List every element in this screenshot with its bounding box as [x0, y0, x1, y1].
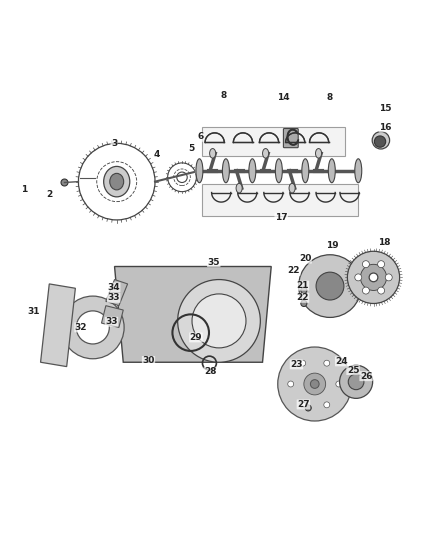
Circle shape	[378, 287, 385, 294]
Text: 7: 7	[195, 164, 202, 173]
Text: 21: 21	[297, 281, 309, 290]
Ellipse shape	[289, 183, 295, 193]
Text: 19: 19	[326, 241, 339, 250]
Circle shape	[336, 381, 342, 387]
Polygon shape	[106, 279, 127, 305]
Text: 3: 3	[111, 139, 117, 148]
Text: 8: 8	[220, 91, 226, 100]
Ellipse shape	[236, 183, 242, 193]
Text: 24: 24	[336, 357, 348, 366]
Ellipse shape	[262, 149, 268, 158]
Circle shape	[288, 381, 293, 387]
Polygon shape	[115, 266, 271, 362]
Circle shape	[301, 301, 307, 306]
Circle shape	[385, 274, 392, 281]
Ellipse shape	[328, 159, 335, 183]
Circle shape	[378, 261, 385, 268]
Circle shape	[300, 360, 306, 366]
Ellipse shape	[196, 159, 203, 183]
Text: 30: 30	[142, 357, 155, 366]
Circle shape	[299, 255, 361, 318]
Ellipse shape	[355, 159, 362, 183]
Ellipse shape	[315, 149, 321, 158]
Circle shape	[347, 251, 399, 303]
Text: 14: 14	[277, 93, 290, 102]
Circle shape	[61, 296, 124, 359]
Circle shape	[304, 373, 325, 395]
Text: 1: 1	[21, 184, 27, 193]
Polygon shape	[41, 284, 75, 367]
Circle shape	[278, 347, 352, 421]
Text: 25: 25	[347, 366, 359, 375]
Ellipse shape	[210, 149, 215, 158]
Circle shape	[360, 264, 387, 290]
Text: 2: 2	[46, 190, 53, 199]
Ellipse shape	[223, 159, 230, 183]
FancyBboxPatch shape	[283, 128, 298, 148]
Circle shape	[178, 279, 260, 362]
Text: 17: 17	[275, 213, 288, 222]
Text: 18: 18	[378, 238, 391, 247]
Circle shape	[324, 360, 330, 366]
Text: 35: 35	[208, 257, 220, 266]
Text: 33: 33	[107, 293, 120, 302]
Text: 20: 20	[299, 254, 311, 263]
Text: 27: 27	[297, 400, 310, 409]
Ellipse shape	[249, 159, 256, 183]
Circle shape	[311, 379, 319, 389]
Text: 6: 6	[197, 132, 203, 141]
Text: 29: 29	[190, 333, 202, 342]
Text: 23: 23	[290, 360, 303, 369]
Polygon shape	[201, 184, 358, 216]
Ellipse shape	[110, 173, 124, 190]
Circle shape	[362, 261, 369, 268]
Circle shape	[348, 374, 364, 390]
Ellipse shape	[302, 159, 309, 183]
Circle shape	[192, 294, 246, 348]
Text: 8: 8	[327, 93, 333, 102]
Ellipse shape	[276, 159, 283, 183]
Text: 32: 32	[75, 323, 87, 332]
Polygon shape	[201, 127, 345, 156]
Text: 16: 16	[379, 123, 392, 132]
Text: 26: 26	[360, 372, 372, 381]
Circle shape	[362, 287, 369, 294]
Circle shape	[300, 402, 306, 408]
Text: 5: 5	[188, 144, 194, 154]
Circle shape	[316, 272, 344, 300]
Ellipse shape	[104, 166, 130, 197]
Circle shape	[339, 365, 373, 398]
Text: 33: 33	[105, 317, 118, 326]
Text: 22: 22	[288, 266, 300, 276]
Circle shape	[301, 287, 307, 294]
Text: 22: 22	[297, 293, 309, 302]
Text: 34: 34	[107, 283, 120, 292]
Text: 28: 28	[204, 367, 216, 376]
Polygon shape	[102, 305, 123, 327]
Circle shape	[372, 132, 390, 149]
Circle shape	[76, 311, 110, 344]
Circle shape	[369, 273, 378, 282]
Circle shape	[374, 136, 386, 147]
Circle shape	[305, 405, 311, 411]
Text: 31: 31	[28, 307, 40, 316]
Text: 15: 15	[379, 104, 392, 114]
Circle shape	[355, 274, 362, 281]
Text: 4: 4	[154, 150, 160, 159]
Circle shape	[61, 179, 68, 186]
Circle shape	[324, 402, 330, 408]
